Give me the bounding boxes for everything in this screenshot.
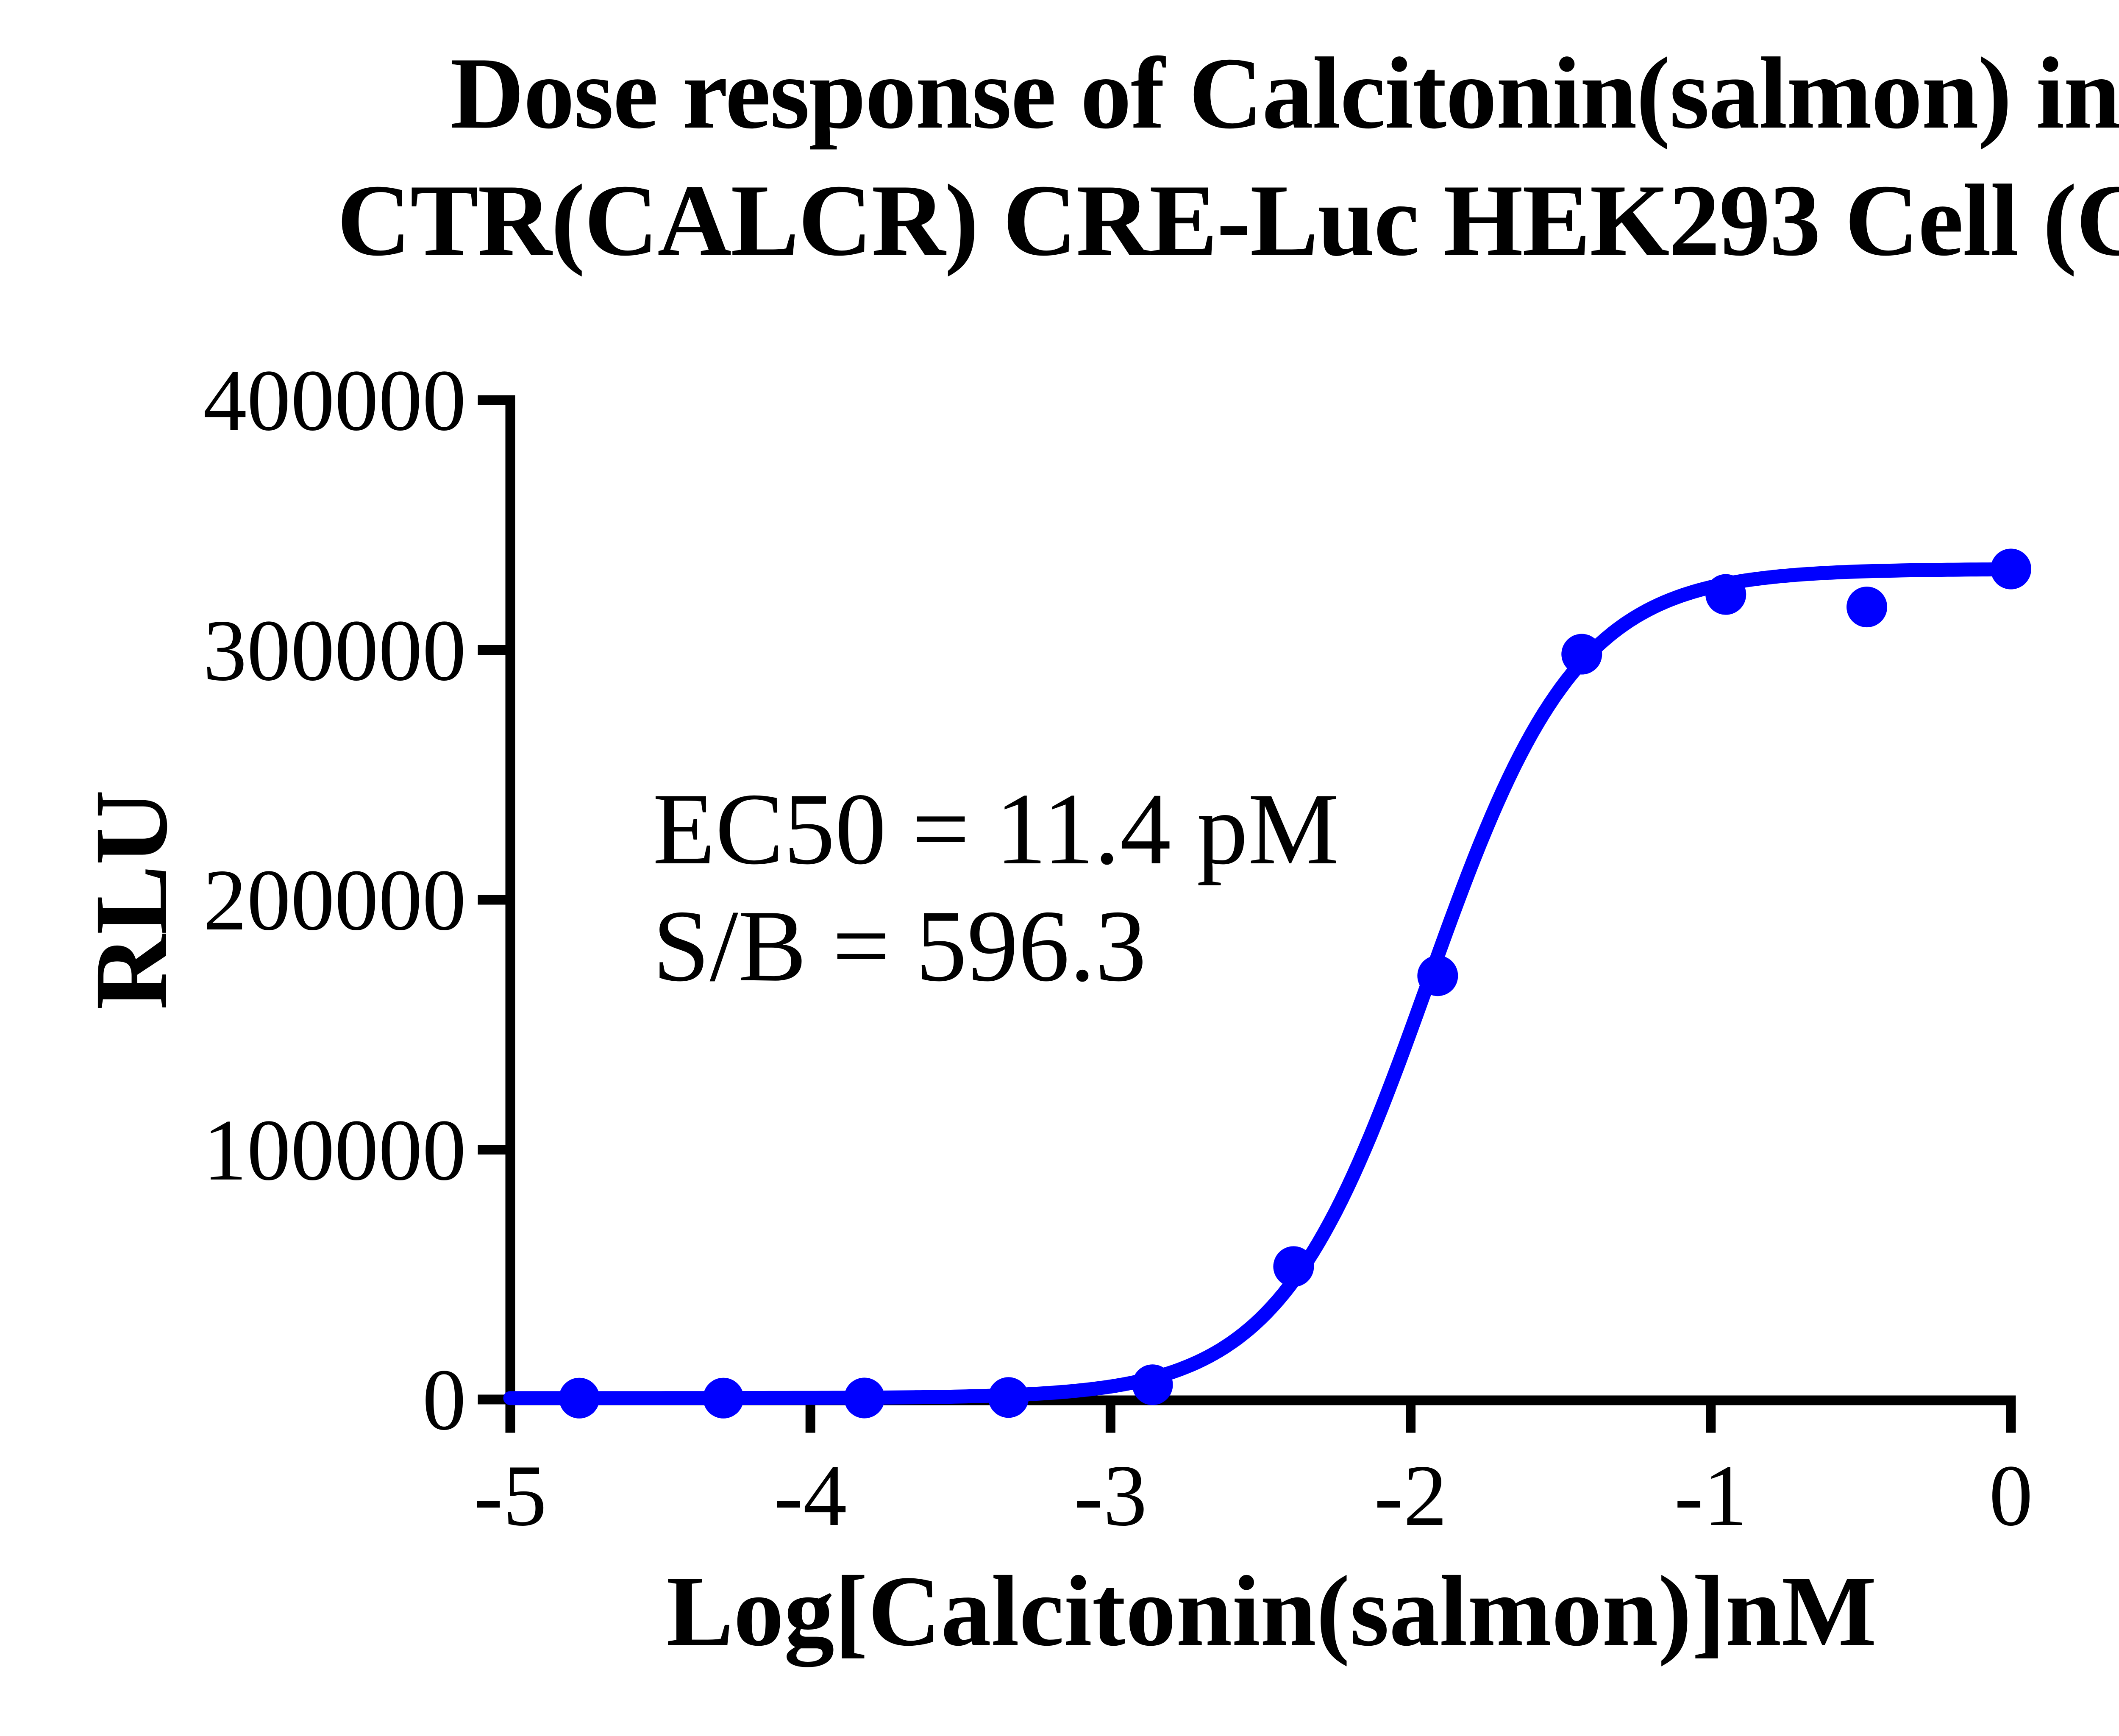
x-tick-label: -3 — [1074, 1447, 1147, 1544]
data-point — [1561, 634, 1602, 675]
y-tick-label: 0 — [422, 1351, 467, 1448]
fit-annotation: EC50 = 11.4 pM S/B = 596.3 — [653, 771, 1339, 1004]
x-tick — [2006, 1405, 2016, 1433]
x-tick — [1105, 1405, 1115, 1433]
y-tick-label: 400000 — [203, 352, 466, 449]
x-tick-label: -4 — [773, 1447, 847, 1544]
signal-background-value: S/B = 596.3 — [653, 889, 1147, 1003]
y-tick — [478, 1394, 506, 1405]
y-tick-label: 300000 — [203, 601, 466, 699]
chart-title-line1: Dose response of Calcitonin(salmon) in — [450, 36, 2119, 150]
data-point — [1846, 587, 1888, 628]
y-tick — [478, 895, 506, 905]
y-tick — [478, 1145, 506, 1155]
ec50-value: EC50 = 11.4 pM — [653, 772, 1339, 886]
chart-title-line2: CTR(CALCR) CRE-Luc HEK293 Cell (C9) — [337, 164, 2119, 277]
x-tick — [505, 1405, 515, 1433]
data-point — [1705, 574, 1746, 615]
fit-curve — [503, 562, 2018, 1405]
y-tick — [478, 395, 506, 405]
x-tick — [805, 1405, 815, 1433]
data-point — [1132, 1364, 1173, 1405]
x-tick-label: -1 — [1674, 1447, 1748, 1544]
data-point — [988, 1377, 1029, 1418]
x-tick-label: -2 — [1374, 1447, 1447, 1544]
dose-response-curve — [503, 562, 2018, 1405]
x-tick — [1406, 1405, 1416, 1433]
data-point — [844, 1377, 885, 1419]
x-tick — [1706, 1405, 1716, 1433]
data-point — [559, 1377, 600, 1419]
y-tick-label: 200000 — [203, 851, 466, 949]
tick-marks — [478, 395, 2016, 1433]
data-point — [703, 1377, 744, 1419]
data-point — [1273, 1246, 1314, 1287]
y-axis-line — [505, 395, 515, 1431]
x-axis-title: Log[Calcitonin(salmon)]nM — [666, 1555, 1877, 1667]
chart-title: Dose response of Calcitonin(salmon) in C… — [302, 30, 2119, 284]
data-point — [1417, 955, 1458, 996]
data-points — [559, 548, 2031, 1419]
x-tick-label: 0 — [1989, 1447, 2033, 1544]
y-tick-label: 100000 — [203, 1101, 466, 1199]
x-tick-label: -5 — [473, 1447, 547, 1544]
data-point — [1991, 548, 2031, 590]
y-tick — [478, 645, 506, 655]
